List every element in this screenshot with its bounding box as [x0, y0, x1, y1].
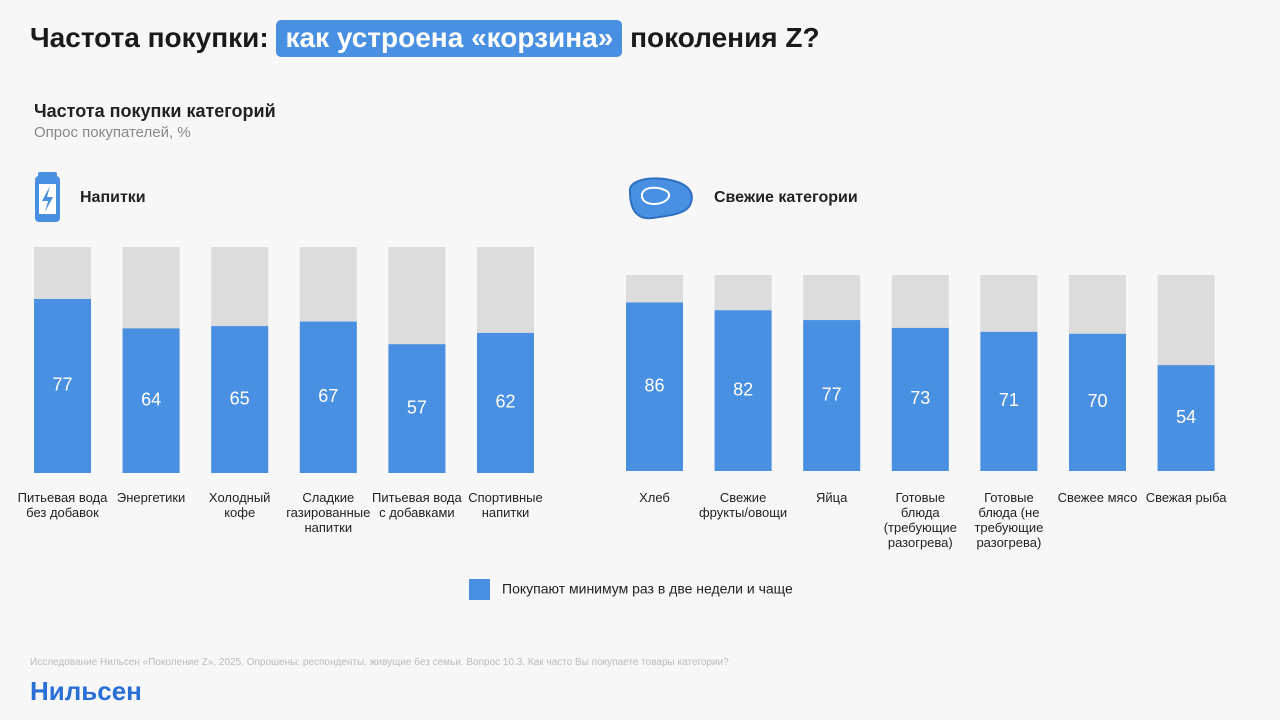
value-label: 77 — [52, 375, 72, 395]
title-part: поколения Z? — [630, 22, 820, 53]
x-tick-label: Питьевая вода без добавок — [17, 490, 108, 520]
x-tick-label: Холодный кофе — [208, 490, 271, 520]
bar — [388, 344, 446, 473]
x-tick-label: Питьевая вода с добавками — [372, 490, 462, 520]
page-title: Частота покупки: как устроена «корзина» … — [30, 20, 820, 57]
value-label: 70 — [1087, 391, 1107, 411]
value-label: 86 — [644, 375, 664, 395]
legend-label: Покупают минимум раз в две недели и чаще — [502, 581, 793, 597]
bar — [626, 302, 683, 471]
chart-title: Напитки — [80, 189, 146, 206]
value-label: 54 — [1176, 407, 1196, 427]
bar — [980, 331, 1038, 471]
bar — [803, 320, 861, 471]
footnote: Исследование Нильсен «Поколение Z», 2025… — [30, 657, 729, 668]
bar — [714, 310, 772, 471]
bar — [477, 332, 534, 473]
value-label: 64 — [141, 389, 161, 409]
x-tick-label: Свежее мясо — [1057, 490, 1138, 505]
bar — [211, 326, 269, 473]
meat-icon — [628, 177, 693, 220]
value-label: 62 — [495, 392, 515, 412]
x-tick-label: Яйца — [816, 490, 848, 505]
x-tick-label: Спортивные напитки — [468, 490, 543, 520]
value-label: 65 — [230, 388, 250, 408]
value-label: 67 — [318, 386, 338, 406]
bar — [299, 321, 357, 473]
bar — [1069, 333, 1126, 471]
can-icon — [35, 172, 60, 222]
x-tick-label: Энергетики — [116, 490, 186, 505]
x-tick-label: Готовые блюда (не требующие разогрева) — [974, 490, 1044, 550]
bar — [34, 298, 91, 473]
x-tick-label: Сладкие газированные напитки — [286, 490, 371, 535]
x-tick-label: Свежая рыба — [1145, 490, 1227, 505]
value-label: 77 — [822, 384, 842, 404]
value-label: 73 — [910, 388, 930, 408]
legend-swatch — [469, 579, 490, 600]
bar — [891, 327, 949, 471]
value-label: 71 — [999, 390, 1019, 410]
x-tick-label: Хлеб — [639, 490, 670, 505]
logo: Нильсен — [30, 676, 142, 706]
bar — [122, 328, 180, 473]
bar — [1157, 365, 1215, 471]
subtitle: Частота покупки категорий — [34, 101, 276, 121]
title-highlight: как устроена «корзина» — [276, 20, 623, 57]
x-tick-label: Готовые блюда (требующие разогрева) — [883, 490, 957, 550]
title-part: Частота покупки: — [30, 22, 269, 53]
x-tick-label: Свежие фрукты/овощи — [698, 490, 788, 520]
chart-title: Свежие категории — [714, 189, 858, 206]
note: Опрос покупателей, % — [34, 124, 191, 141]
value-label: 57 — [407, 397, 427, 417]
value-label: 82 — [733, 379, 753, 399]
